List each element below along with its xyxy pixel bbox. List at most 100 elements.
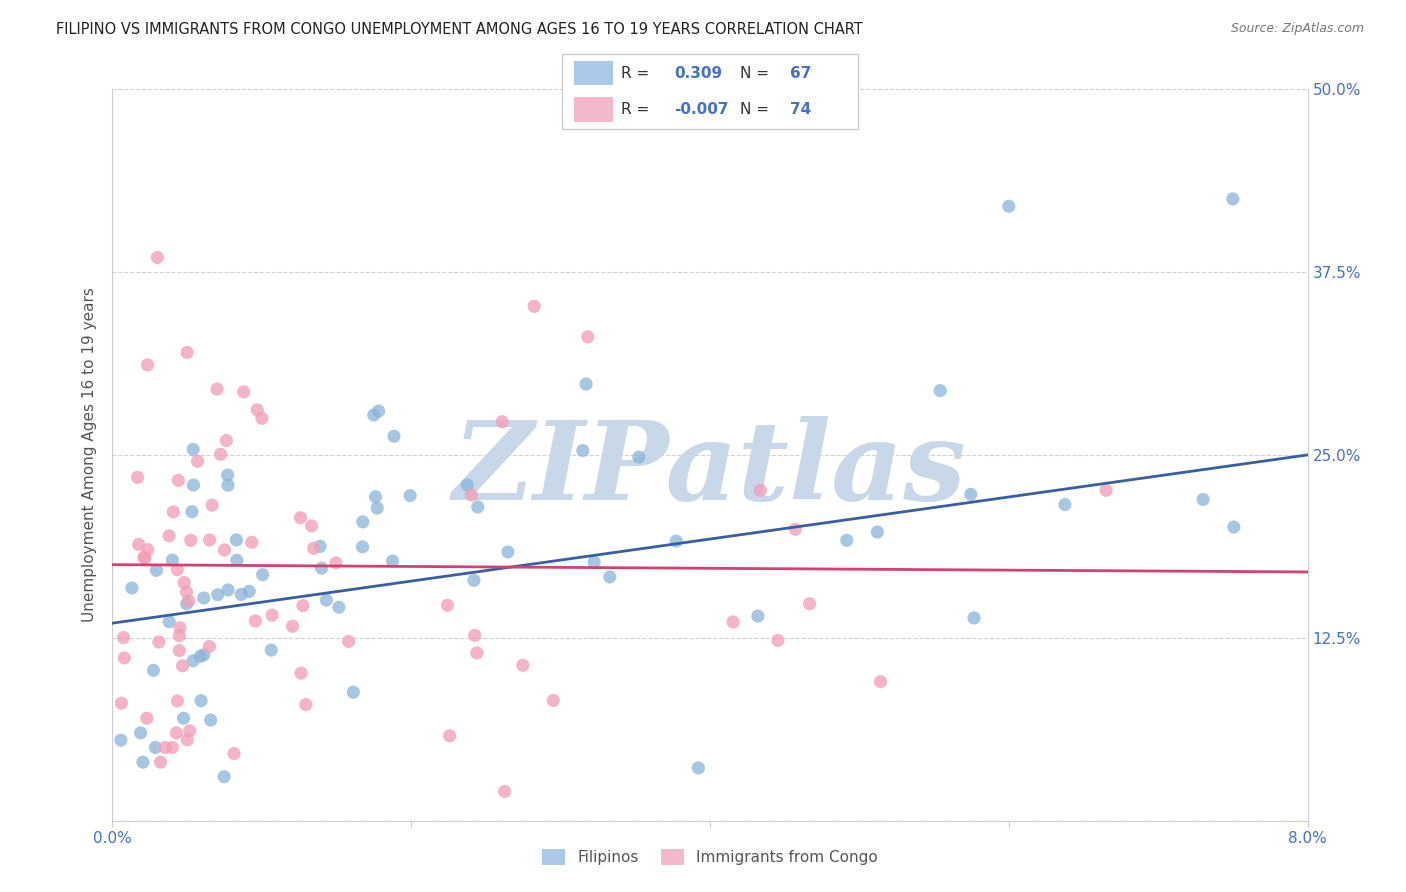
Point bbox=[543, 693, 565, 707]
Point bbox=[311, 561, 333, 575]
Point bbox=[217, 582, 239, 597]
Point bbox=[325, 556, 347, 570]
Point bbox=[627, 450, 650, 464]
Point bbox=[352, 540, 374, 554]
Point bbox=[176, 345, 198, 359]
Point bbox=[262, 608, 284, 623]
Point bbox=[183, 478, 205, 492]
Point bbox=[225, 533, 247, 547]
Point bbox=[337, 634, 360, 648]
Point bbox=[157, 615, 180, 629]
Point bbox=[799, 597, 821, 611]
Point bbox=[214, 543, 236, 558]
Text: Source: ZipAtlas.com: Source: ZipAtlas.com bbox=[1230, 22, 1364, 36]
Point bbox=[181, 442, 204, 457]
Point bbox=[190, 694, 212, 708]
Point bbox=[112, 651, 135, 665]
Point bbox=[169, 643, 191, 657]
Point bbox=[181, 505, 204, 519]
Point bbox=[436, 599, 458, 613]
Point bbox=[583, 555, 606, 569]
Point bbox=[231, 587, 253, 601]
Point bbox=[207, 588, 229, 602]
Point bbox=[342, 685, 364, 699]
Point bbox=[176, 585, 198, 599]
Point bbox=[198, 640, 221, 654]
Point bbox=[193, 648, 215, 662]
Text: N =: N = bbox=[740, 102, 773, 117]
Point bbox=[157, 529, 180, 543]
Point bbox=[575, 377, 598, 392]
Text: -0.007: -0.007 bbox=[675, 102, 730, 117]
Point bbox=[135, 711, 157, 725]
Point bbox=[456, 478, 478, 492]
Point bbox=[217, 478, 239, 492]
Point bbox=[145, 740, 167, 755]
Point bbox=[246, 402, 269, 417]
Point bbox=[381, 554, 404, 568]
Point bbox=[599, 570, 621, 584]
Point bbox=[167, 473, 190, 487]
Point bbox=[572, 443, 595, 458]
Point bbox=[328, 600, 350, 615]
Point bbox=[301, 519, 323, 533]
Point bbox=[232, 384, 254, 399]
Point bbox=[176, 597, 198, 611]
Point bbox=[1053, 498, 1076, 512]
Point bbox=[688, 761, 710, 775]
Point bbox=[110, 696, 132, 710]
Point bbox=[747, 609, 769, 624]
Point bbox=[225, 553, 247, 567]
Point bbox=[766, 633, 789, 648]
Point bbox=[217, 468, 239, 483]
Point bbox=[494, 784, 516, 798]
Point bbox=[198, 533, 221, 547]
Point bbox=[215, 434, 238, 448]
Point bbox=[523, 299, 546, 313]
Point bbox=[295, 698, 318, 712]
Point bbox=[169, 629, 191, 643]
Point bbox=[176, 732, 198, 747]
Point bbox=[576, 330, 599, 344]
Y-axis label: Unemployment Among Ages 16 to 19 years: Unemployment Among Ages 16 to 19 years bbox=[82, 287, 97, 623]
Point bbox=[169, 621, 191, 635]
FancyBboxPatch shape bbox=[574, 97, 613, 122]
Point bbox=[110, 733, 132, 747]
Point bbox=[302, 541, 325, 556]
Point bbox=[134, 551, 156, 566]
Point bbox=[367, 404, 389, 418]
Point bbox=[721, 615, 744, 629]
Point bbox=[290, 510, 312, 524]
Point bbox=[205, 382, 228, 396]
Text: 74: 74 bbox=[790, 102, 811, 117]
Point bbox=[240, 535, 263, 549]
Point bbox=[399, 489, 422, 503]
Point bbox=[165, 726, 187, 740]
Point bbox=[785, 522, 807, 536]
Point bbox=[209, 447, 232, 461]
Legend: Filipinos, Immigrants from Congo: Filipinos, Immigrants from Congo bbox=[536, 843, 884, 871]
Point bbox=[112, 631, 135, 645]
Point bbox=[309, 539, 332, 553]
Point bbox=[869, 674, 891, 689]
Point bbox=[364, 490, 387, 504]
Point bbox=[352, 515, 374, 529]
Point bbox=[148, 635, 170, 649]
Point bbox=[512, 658, 534, 673]
Point bbox=[162, 505, 184, 519]
Point bbox=[998, 199, 1021, 213]
Point bbox=[200, 713, 222, 727]
Point bbox=[929, 384, 952, 398]
Text: N =: N = bbox=[740, 66, 773, 81]
Point bbox=[162, 553, 184, 567]
Point bbox=[1192, 492, 1215, 507]
Point bbox=[366, 501, 388, 516]
Point bbox=[129, 726, 152, 740]
Point bbox=[1095, 483, 1118, 498]
Point bbox=[180, 533, 202, 548]
Point bbox=[496, 545, 519, 559]
Point bbox=[959, 487, 981, 501]
Point bbox=[179, 723, 201, 738]
Point bbox=[250, 411, 273, 425]
Point bbox=[467, 500, 489, 514]
